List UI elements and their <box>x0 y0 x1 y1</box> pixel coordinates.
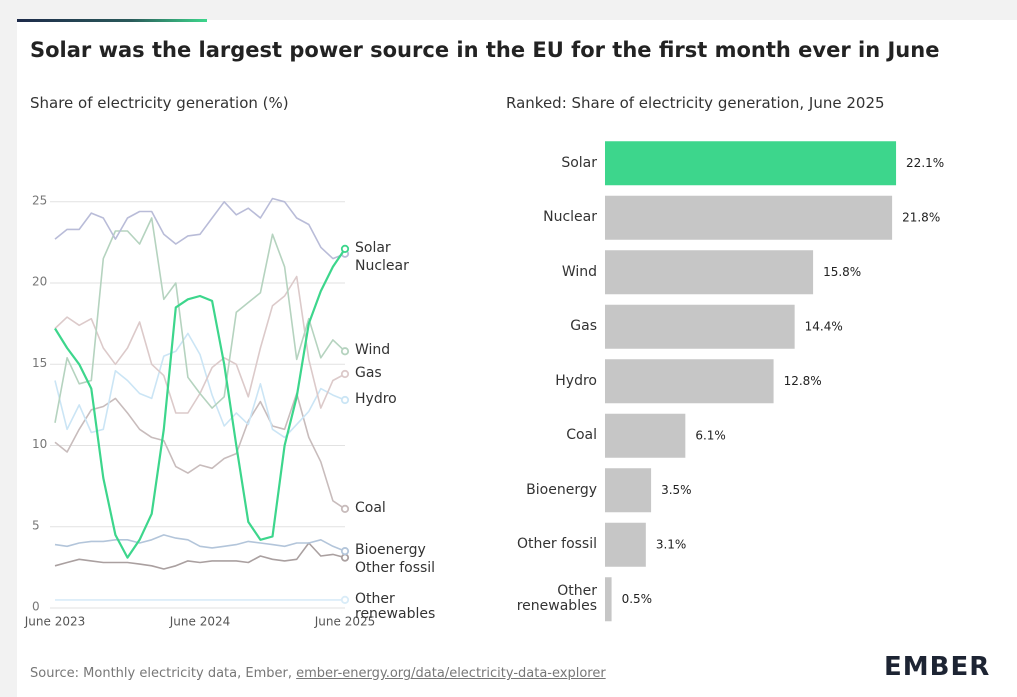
series-label: Bioenergy <box>355 542 426 559</box>
end-point <box>340 553 350 562</box>
subtitle: Ranked: Share of electricity generation,… <box>506 94 885 112</box>
bar <box>605 413 686 458</box>
bar <box>605 577 612 622</box>
x-tick-label: June 2023 <box>24 615 86 629</box>
category-label: Bioenergy <box>526 481 597 498</box>
y-tick-label: 0 <box>32 600 40 614</box>
category-label: Coal <box>566 427 597 444</box>
accent-bar <box>17 19 207 22</box>
value-label: 21.8% <box>902 210 940 224</box>
value-label: 6.1% <box>695 428 726 442</box>
series-label: Other fossil <box>355 560 436 577</box>
series-label: Wind <box>355 342 391 359</box>
series-line <box>54 197 346 260</box>
y-tick-label: 15 <box>32 356 47 370</box>
value-label: 0.5% <box>622 592 653 606</box>
source-text: Source: Monthly electricity data, Ember, <box>30 666 292 681</box>
x-tick-label: June 2025 <box>314 615 376 629</box>
category-label: Solar <box>561 154 597 171</box>
y-tick-label: 20 <box>32 275 47 289</box>
source: Source: Monthly electricity data, Ember,… <box>30 666 606 681</box>
end-point <box>340 504 350 513</box>
end-point <box>340 369 350 379</box>
end-point <box>340 244 350 253</box>
series-line <box>54 332 346 439</box>
logo: EMBER <box>884 652 991 682</box>
series-label: Other renewables <box>355 590 436 622</box>
source-link[interactable]: ember-energy.org/data/electricity-data-e… <box>296 666 606 681</box>
series-line <box>54 534 346 552</box>
end-point <box>340 347 350 356</box>
category-label: Other renewables <box>516 583 597 615</box>
end-point <box>340 595 350 604</box>
value-label: 14.4% <box>805 319 843 333</box>
series-line <box>54 248 346 559</box>
title: Solar was the largest power source in th… <box>30 38 940 62</box>
end-point <box>340 395 350 405</box>
value-label: 3.5% <box>661 483 692 497</box>
subtitle: Share of electricity generation (%) <box>30 94 289 112</box>
bar <box>605 141 897 186</box>
category-label: Hydro <box>555 372 597 389</box>
y-tick-label: 25 <box>32 193 47 207</box>
series-label: Solar <box>355 239 391 256</box>
category-label: Other fossil <box>516 536 597 553</box>
series-line <box>54 392 346 510</box>
value-label: 15.8% <box>823 265 861 279</box>
series-line <box>54 542 346 570</box>
bar <box>605 359 774 404</box>
category-label: Gas <box>570 318 597 335</box>
value-label: 22.1% <box>906 156 944 170</box>
bar <box>605 250 814 295</box>
value-label: 12.8% <box>784 374 822 388</box>
category-label: Wind <box>561 263 597 280</box>
bar <box>605 522 646 567</box>
series-label: Hydro <box>355 391 397 407</box>
series-label: Coal <box>355 499 386 516</box>
series-line <box>54 217 346 423</box>
category-label: Nuclear <box>543 209 597 226</box>
y-tick-label: 5 <box>32 518 40 532</box>
y-tick-label: 10 <box>32 437 47 451</box>
card <box>17 20 1017 697</box>
bar <box>605 195 893 240</box>
end-point <box>340 547 350 556</box>
series-label: Nuclear <box>355 257 409 274</box>
series-label: Gas <box>355 365 382 381</box>
bar <box>605 468 652 513</box>
value-label: 3.1% <box>656 537 687 551</box>
x-tick-label: June 2024 <box>169 615 231 629</box>
bar <box>605 304 795 349</box>
